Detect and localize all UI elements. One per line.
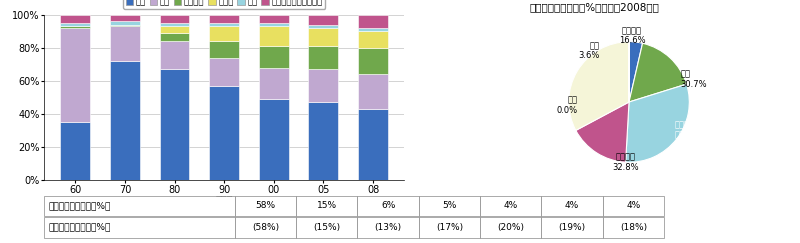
Text: （原子力含む）　（%）: （原子力含む） （%） — [49, 223, 111, 232]
Bar — [160, 23, 190, 26]
Bar — [110, 61, 140, 180]
Bar — [60, 28, 90, 122]
Wedge shape — [629, 42, 642, 102]
Bar — [309, 69, 338, 103]
Bar — [160, 69, 190, 180]
FancyBboxPatch shape — [480, 217, 542, 238]
Text: 5%: 5% — [442, 201, 457, 210]
Text: (19%): (19%) — [558, 223, 586, 232]
Bar — [259, 46, 289, 68]
Bar — [259, 68, 289, 99]
FancyBboxPatch shape — [602, 217, 664, 238]
Bar — [160, 26, 190, 33]
Text: 石油
3.6%: 石油 3.6% — [578, 41, 600, 61]
Bar — [60, 15, 90, 23]
FancyBboxPatch shape — [418, 217, 480, 238]
Text: 4%: 4% — [626, 201, 641, 210]
FancyBboxPatch shape — [602, 196, 664, 217]
Bar — [210, 41, 239, 58]
FancyBboxPatch shape — [234, 217, 296, 238]
Bar — [210, 58, 239, 86]
Bar — [259, 99, 289, 180]
Wedge shape — [629, 43, 686, 102]
FancyBboxPatch shape — [296, 217, 358, 238]
Bar — [358, 74, 388, 109]
Bar — [309, 25, 338, 28]
FancyBboxPatch shape — [542, 217, 602, 238]
Bar — [60, 23, 90, 26]
Bar — [259, 15, 289, 23]
Text: 4%: 4% — [504, 201, 518, 210]
Wedge shape — [569, 42, 629, 130]
FancyBboxPatch shape — [480, 196, 542, 217]
Bar — [309, 46, 338, 69]
FancyBboxPatch shape — [358, 217, 418, 238]
Bar — [358, 31, 388, 48]
Text: エネルギー自給率４%の内訳（2008年）: エネルギー自給率４%の内訳（2008年） — [530, 2, 659, 12]
FancyBboxPatch shape — [296, 196, 358, 217]
Bar — [309, 15, 338, 25]
Bar — [309, 28, 338, 46]
Bar — [358, 48, 388, 74]
Text: 水力
30.7%: 水力 30.7% — [680, 69, 707, 89]
FancyBboxPatch shape — [44, 217, 234, 238]
Bar — [160, 15, 190, 23]
FancyBboxPatch shape — [418, 196, 480, 217]
Bar — [110, 25, 140, 26]
FancyBboxPatch shape — [44, 196, 234, 217]
Wedge shape — [626, 84, 690, 162]
Text: 天然ガス
16.6%: 天然ガス 16.6% — [618, 26, 646, 45]
Text: 58%: 58% — [255, 201, 275, 210]
Bar — [259, 26, 289, 46]
Text: 4%: 4% — [565, 201, 579, 210]
Text: (18%): (18%) — [620, 223, 647, 232]
Text: (15%): (15%) — [313, 223, 340, 232]
X-axis label: （年）: （年） — [215, 195, 233, 205]
Bar — [110, 21, 140, 25]
Bar — [160, 33, 190, 41]
FancyBboxPatch shape — [358, 196, 418, 217]
Bar — [210, 23, 239, 26]
Bar — [60, 26, 90, 28]
Text: 石炭
0.0%: 石炭 0.0% — [557, 95, 578, 115]
Bar — [309, 103, 338, 180]
Bar — [259, 23, 289, 26]
FancyBboxPatch shape — [542, 196, 602, 217]
Text: 15%: 15% — [317, 201, 337, 210]
Text: エネルギー自給率（%）: エネルギー自給率（%） — [49, 201, 111, 210]
Bar — [210, 26, 239, 41]
Text: (58%): (58%) — [252, 223, 279, 232]
Bar — [60, 122, 90, 180]
Wedge shape — [576, 102, 629, 162]
Bar — [210, 86, 239, 180]
Bar — [358, 28, 388, 31]
Text: 6%: 6% — [381, 201, 395, 210]
Legend: 石油, 石炭, 天然ガス, 原子力, 水力, 地熱・新エネルギー等: 石油, 石炭, 天然ガス, 原子力, 水力, 地熱・新エネルギー等 — [123, 0, 326, 9]
Bar — [358, 15, 388, 28]
Bar — [210, 15, 239, 23]
FancyBboxPatch shape — [234, 196, 296, 217]
Bar — [110, 15, 140, 21]
Bar — [358, 109, 388, 180]
Text: 地熱、太
陽光等
16.3%: 地熱、太 陽光等 16.3% — [674, 120, 701, 150]
Text: (17%): (17%) — [436, 223, 463, 232]
Text: 廃棄物等
32.8%: 廃棄物等 32.8% — [613, 153, 639, 172]
Text: (20%): (20%) — [498, 223, 524, 232]
Text: (13%): (13%) — [374, 223, 402, 232]
Bar — [160, 41, 190, 69]
Bar — [110, 26, 140, 61]
